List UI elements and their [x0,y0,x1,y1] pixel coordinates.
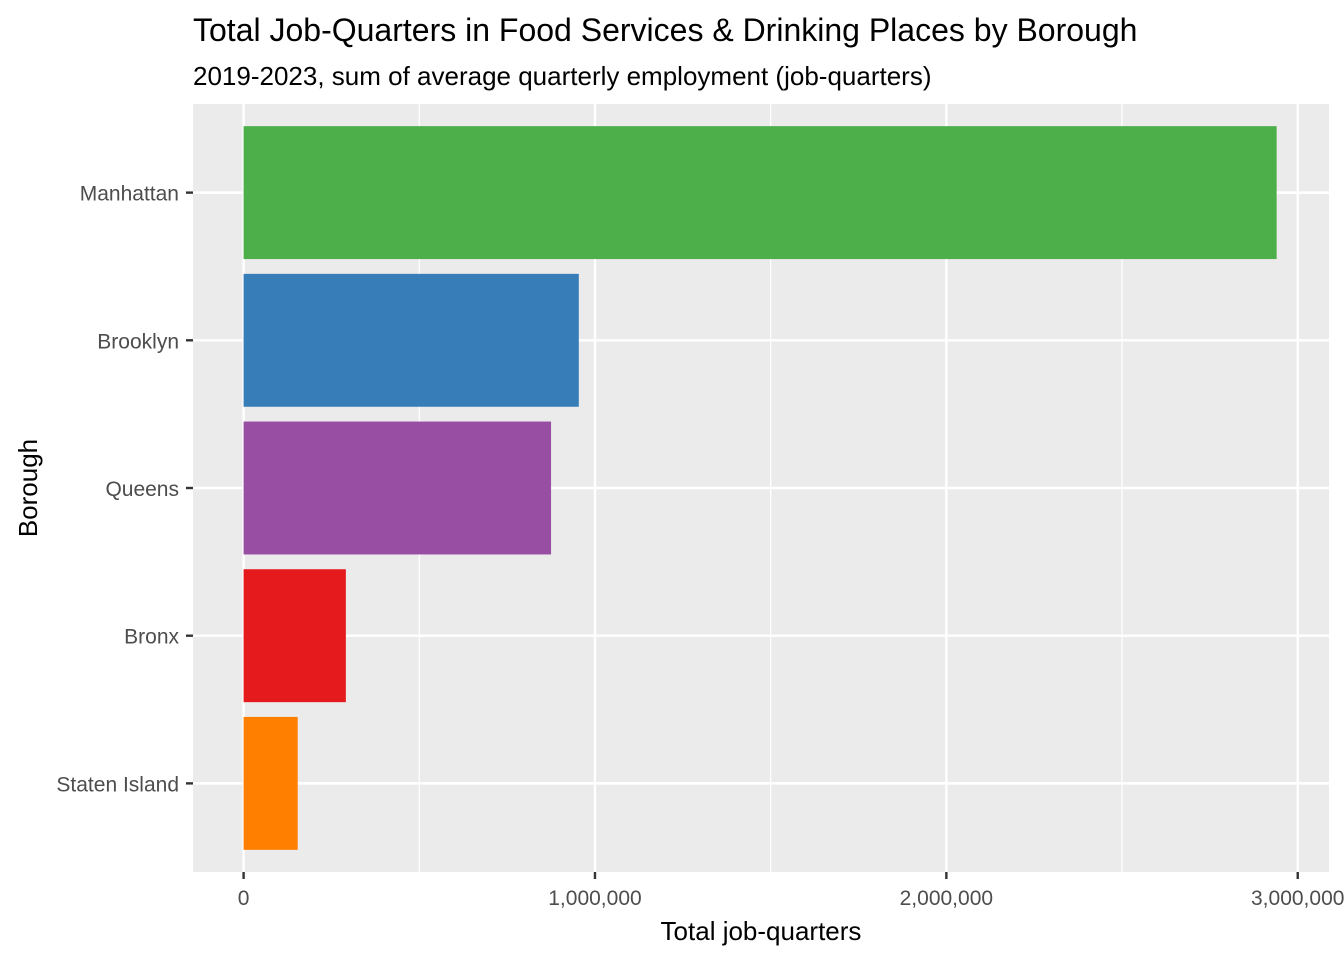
chart-title: Total Job-Quarters in Food Services & Dr… [193,12,1137,48]
x-tick-label: 0 [238,887,250,910]
bars [243,126,1277,850]
chart-subtitle: 2019-2023, sum of average quarterly empl… [193,61,932,91]
bar-brooklyn [243,273,579,407]
y-tick-label: Queens [105,478,179,501]
y-axis-title: Borough [13,439,43,537]
y-tick-label: Staten Island [56,773,179,796]
x-axis-title: Total job-quarters [661,916,862,946]
y-tick-label: Brooklyn [97,330,179,353]
x-tick-label: 2,000,000 [900,887,993,910]
bar-bronx [243,569,346,703]
bar-staten-island [243,716,298,850]
bar-manhattan [243,126,1277,260]
y-tick-label: Bronx [124,626,179,649]
x-tick-label: 1,000,000 [548,887,641,910]
bar-queens [243,421,552,555]
y-axis: Manhattan Brooklyn Queens Bronx Staten Islan… [56,183,193,796]
x-axis: 0 1,000,000 2,000,000 3,000,000 [238,872,1344,910]
y-tick-label: Manhattan [80,183,179,206]
x-tick-label: 3,000,000 [1251,887,1344,910]
